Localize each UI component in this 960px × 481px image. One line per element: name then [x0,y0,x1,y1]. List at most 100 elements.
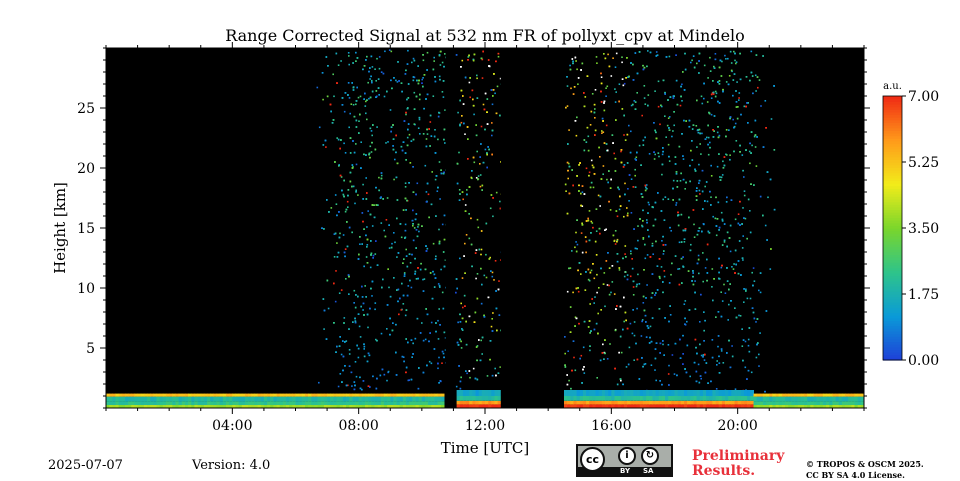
signal-pixel [615,66,617,68]
signal-pixel [428,341,430,343]
boundary-layer-cell [466,401,470,405]
signal-pixel [476,75,478,77]
signal-pixel [615,330,617,332]
signal-pixel [479,156,481,158]
signal-pixel [713,93,715,95]
signal-pixel [617,216,619,218]
signal-pixel [710,204,712,206]
signal-pixel [598,287,600,289]
signal-pixel [576,288,578,290]
signal-pixel [361,243,363,245]
signal-pixel [398,289,400,291]
signal-pixel [359,326,361,328]
signal-pixel [721,316,723,318]
signal-pixel [741,223,743,225]
signal-pixel [616,210,618,212]
signal-pixel [418,231,420,233]
signal-pixel [732,119,734,121]
boundary-layer-cell [826,394,830,397]
signal-pixel [632,268,634,270]
signal-pixel [323,328,325,330]
boundary-layer-cell [697,390,701,396]
signal-pixel [350,152,352,154]
signal-pixel [355,307,357,309]
signal-pixel [672,354,674,356]
boundary-layer-cell [485,401,489,405]
signal-pixel [566,76,568,78]
signal-pixel [684,318,686,320]
signal-pixel [691,140,693,142]
signal-pixel [565,107,567,109]
signal-pixel [382,279,384,281]
signal-pixel [727,232,729,234]
boundary-layer-cell [832,401,836,405]
boundary-layer-cell [643,404,647,408]
signal-pixel [367,361,369,363]
signal-pixel [420,332,422,334]
signal-pixel [323,228,325,230]
signal-pixel [574,325,576,327]
boundary-layer-cell [659,401,663,405]
signal-pixel [391,247,393,249]
plot-background [106,48,864,408]
signal-pixel [662,199,664,201]
signal-pixel [404,120,406,122]
signal-pixel [721,212,723,214]
signal-pixel [659,276,661,278]
signal-pixel [698,230,700,232]
signal-pixel [730,367,732,369]
signal-pixel [707,125,709,127]
signal-pixel [422,77,424,79]
signal-pixel [629,347,631,349]
boundary-layer-cell [179,397,183,402]
signal-pixel [338,386,340,388]
signal-pixel [419,133,421,135]
signal-pixel [473,114,475,116]
signal-pixel [662,151,664,153]
signal-pixel [707,382,709,384]
signal-pixel [658,156,660,158]
signal-pixel [755,120,757,122]
signal-pixel [662,236,664,238]
signal-pixel [365,296,367,298]
signal-pixel [460,321,462,323]
signal-pixel [368,71,370,73]
signal-pixel [738,213,740,215]
boundary-layer-cell [286,401,290,405]
signal-pixel [645,187,647,189]
signal-pixel [667,125,669,127]
boundary-layer-cell [845,401,849,405]
signal-pixel [684,188,686,190]
signal-pixel [578,164,580,166]
signal-pixel [607,358,609,360]
signal-pixel [353,89,355,91]
signal-pixel [734,272,736,274]
signal-pixel [408,285,410,287]
signal-pixel [411,140,413,142]
signal-pixel [434,129,436,131]
boundary-layer-cell [194,397,198,402]
signal-pixel [617,187,619,189]
signal-pixel [632,64,634,66]
signal-pixel [709,147,711,149]
signal-pixel [576,175,578,177]
boundary-layer-cell [204,401,208,405]
signal-pixel [461,115,463,117]
signal-pixel [700,153,702,155]
signal-pixel [327,96,329,98]
signal-pixel [492,197,494,199]
boundary-layer-cell [466,404,470,408]
boundary-layer-cell [703,401,707,405]
signal-pixel [485,93,487,95]
signal-pixel [698,259,700,261]
signal-pixel [319,127,321,129]
signal-pixel [337,256,339,258]
boundary-layer-cell [788,394,792,397]
signal-pixel [693,284,695,286]
signal-pixel [699,344,701,346]
signal-pixel [653,151,655,153]
signal-pixel [672,188,674,190]
boundary-layer-cell [637,390,641,396]
signal-pixel [402,150,404,152]
signal-pixel [771,118,773,120]
